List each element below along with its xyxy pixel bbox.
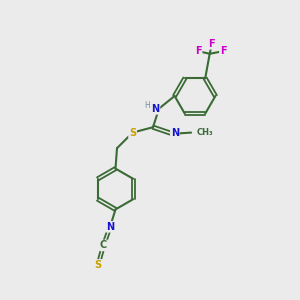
Text: S: S [129, 128, 136, 138]
Text: H: H [145, 100, 151, 109]
Text: F: F [220, 46, 226, 56]
Text: N: N [106, 222, 114, 232]
Text: N: N [171, 128, 179, 138]
Text: F: F [208, 39, 215, 49]
Text: C: C [100, 240, 107, 250]
Text: N: N [151, 104, 160, 114]
Text: CH₃: CH₃ [196, 128, 213, 137]
Text: S: S [94, 260, 102, 270]
Text: F: F [195, 46, 202, 56]
